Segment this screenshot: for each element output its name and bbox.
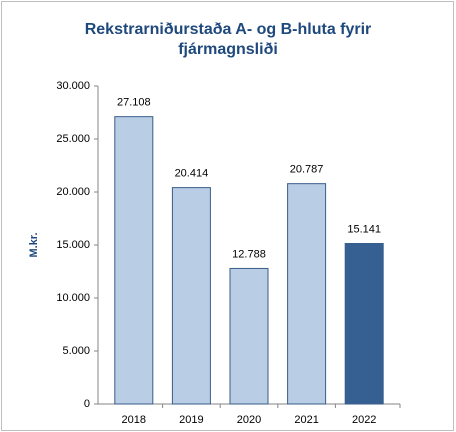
- value-label: 20.414: [175, 168, 209, 180]
- x-tick-label: 2020: [237, 414, 261, 426]
- y-tick-label: 15.000: [56, 239, 90, 251]
- y-tick-label: 20.000: [56, 186, 90, 198]
- bar: [114, 116, 154, 405]
- y-tick-label: 0: [84, 398, 90, 410]
- value-label: 20.787: [290, 164, 324, 176]
- y-tick-label: 25.000: [56, 133, 90, 145]
- bar: [344, 243, 384, 405]
- y-tick-label: 5.000: [62, 345, 90, 357]
- bar: [287, 183, 327, 405]
- value-label: 12.788: [232, 248, 266, 260]
- y-tick-label: 30.000: [56, 80, 90, 92]
- chart-title: Rekstrarniðurstaða A- og B-hluta fyrir f…: [84, 21, 372, 58]
- value-label: 15.141: [347, 223, 381, 235]
- x-tick-label: 2022: [352, 414, 376, 426]
- value-label: 27.108: [117, 97, 151, 109]
- bar: [229, 267, 269, 405]
- x-tick-label: 2021: [294, 414, 318, 426]
- x-tick-label: 2019: [179, 414, 203, 426]
- y-axis-label: M.kr.: [28, 232, 40, 257]
- y-tick-label: 10.000: [56, 292, 90, 304]
- bar: [171, 187, 211, 405]
- x-tick-label: 2018: [122, 414, 146, 426]
